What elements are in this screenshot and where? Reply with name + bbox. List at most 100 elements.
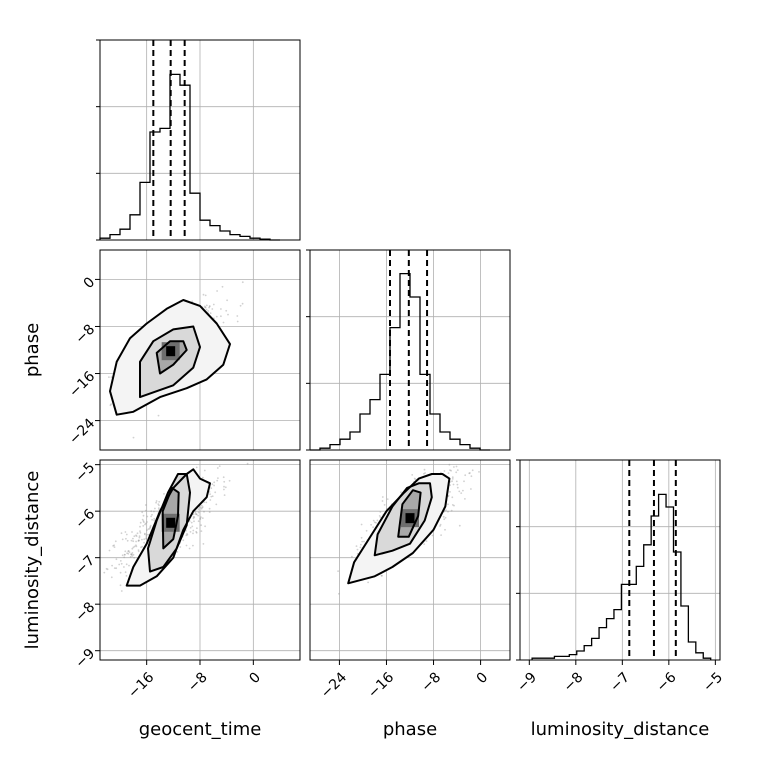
scatter-point [193,516,196,519]
scatter-point [209,499,212,501]
scatter-point [236,320,239,323]
contour-line [347,473,451,585]
y-tick-label: −8 [72,599,98,625]
scatter-point [192,532,194,535]
scatter-point [192,544,194,547]
scatter-point [141,545,144,548]
scatter-point [123,553,126,556]
scatter-point [137,549,140,551]
scatter-point [424,472,426,474]
scatter-point [108,376,110,378]
scatter-point [442,515,445,518]
scatter-point [213,481,216,484]
density-peak [166,346,176,357]
scatter-point [197,511,200,514]
scatter-point [137,540,140,542]
scatter-point [120,590,123,592]
scatter-point [110,576,113,579]
scatter-point [444,516,447,519]
x-tick-label: 0 [474,669,492,687]
histogram-step [310,272,490,451]
scatter-point [144,523,146,526]
scatter-point [149,525,152,528]
scatter-point [123,556,126,559]
panel [99,249,301,451]
scatter-point [105,567,108,570]
scatter-point [141,511,144,514]
scatter-point [137,550,140,553]
scatter-point [133,556,136,559]
scatter-point [443,470,446,472]
scatter-point [143,541,146,544]
scatter-point [144,533,146,536]
scatter-point [130,553,133,556]
scatter-point [199,518,202,520]
scatter-point [144,532,146,535]
scatter-point [194,513,197,515]
scatter-point [220,308,222,310]
scatter-point [124,550,127,553]
scatter-point [225,309,228,312]
scatter-point [460,492,463,494]
scatter-point [146,515,149,518]
scatter-point [189,531,192,533]
scatter-point [135,535,138,537]
contour-line [397,489,422,538]
y-tick-label: −9 [72,646,98,672]
scatter-point [439,523,442,526]
scatter-point [111,564,113,567]
scatter-point [197,514,200,517]
y-tick-label: −8 [72,321,98,347]
scatter-point [337,570,339,572]
scatter-point [146,533,148,536]
y-tick-label: −7 [72,553,98,579]
scatter-point [400,491,402,494]
scatter-point [468,472,471,475]
scatter-point [451,496,454,499]
scatter-point [205,501,208,504]
scatter-point [141,518,144,521]
scatter-point [200,516,202,519]
scatter-point [182,539,185,542]
x-tick-label: −16 [125,669,157,701]
scatter-point [191,300,194,303]
scatter-point [201,517,204,519]
y-tick-label: −16 [66,368,98,400]
panel-background [520,460,720,660]
scatter-point [193,520,195,523]
scatter-point [123,566,125,568]
scatter-point [376,519,379,522]
scatter-point [453,466,455,468]
scatter-point [208,306,211,309]
scatter-point [205,308,208,311]
panel-frame [309,249,511,451]
contour-line [109,299,231,416]
scatter-point [115,558,118,561]
scatter-point [205,304,208,307]
scatter-point [190,521,193,524]
scatter-point [414,478,417,481]
scatter-point [121,538,124,541]
scatter-point [448,463,451,466]
scatter-point [103,571,106,574]
scatter-point [222,321,225,324]
x-tick-label: −8 [561,669,587,695]
scatter-point [124,571,127,574]
scatter-point [185,544,188,547]
scatter-point [196,527,198,530]
x-tick-label: −6 [654,669,680,695]
scatter-point [179,546,182,548]
scatter-point [124,531,127,533]
scatter-point [192,516,195,518]
scatter-point [135,534,137,537]
scatter-point [351,555,353,558]
scatter-point [138,539,140,542]
scatter-point [440,534,442,536]
scatter-point [210,487,213,490]
scatter-point [381,574,383,577]
scatter-point [139,521,142,524]
scatter-point [215,315,218,318]
scatter-point [194,511,197,514]
scatter-point [204,306,207,309]
scatter-point [360,543,362,546]
